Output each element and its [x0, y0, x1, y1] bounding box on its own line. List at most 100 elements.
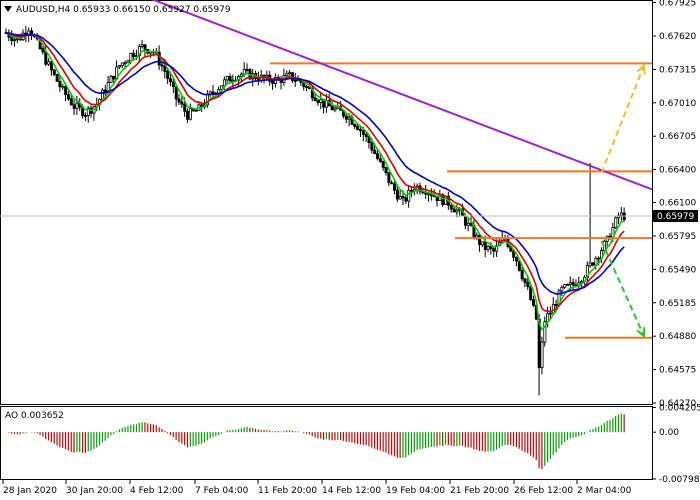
candle	[49, 58, 53, 76]
candle	[330, 101, 334, 111]
candle	[120, 62, 124, 69]
candle	[186, 108, 190, 123]
candle	[359, 127, 363, 138]
candle	[228, 73, 232, 82]
candle	[58, 76, 62, 92]
price-tick-label: 0.67620	[659, 32, 696, 42]
price-tick-label: 0.65795	[659, 232, 696, 242]
candle	[180, 95, 184, 109]
price-tick-label: 0.64575	[659, 366, 696, 376]
price-tick-label: 0.64270	[659, 399, 696, 409]
price-tick-label: 0.66400	[659, 166, 696, 176]
candle	[305, 84, 309, 92]
time-tick-label: 7 Feb 04:00	[195, 486, 249, 496]
time-tick-label: 2 Mar 04:00	[577, 486, 632, 496]
symbol-header: AUDUSD,H4 0.65933 0.66150 0.65927 0.6597…	[16, 5, 231, 15]
candle	[532, 295, 536, 308]
candle	[285, 70, 289, 77]
candle	[543, 316, 547, 347]
price-tick-label: 0.67010	[659, 99, 696, 109]
ao-tick-label: -0.007987	[659, 475, 700, 485]
candle	[52, 68, 56, 77]
candle	[344, 114, 348, 124]
candle	[353, 123, 357, 130]
price-tick-label: 0.67925	[659, 0, 696, 9]
candle	[390, 180, 394, 185]
time-tick-label: 4 Feb 12:00	[130, 486, 184, 496]
trendline[interactable]	[148, 0, 653, 191]
candle	[466, 218, 470, 232]
candle	[188, 103, 192, 121]
candle	[591, 261, 595, 267]
candle	[387, 172, 391, 187]
forecast-up-arrow	[600, 63, 646, 174]
time-tick-label: 30 Jan 20:00	[66, 486, 123, 496]
price-tick-label: 0.67315	[659, 65, 696, 75]
candle	[512, 248, 516, 262]
candle	[66, 91, 70, 101]
candle	[560, 285, 564, 296]
time-tick-label: 11 Feb 20:00	[258, 486, 317, 496]
candle	[549, 306, 553, 320]
candle	[245, 63, 249, 73]
candle	[486, 244, 490, 253]
ao-tick-label: 0.00	[659, 428, 679, 438]
candle	[41, 45, 45, 55]
candle	[316, 98, 320, 106]
candle	[520, 265, 524, 282]
candle	[101, 88, 105, 100]
candle	[47, 58, 51, 67]
ao-subwindow-frame[interactable]	[0, 406, 653, 480]
candle	[571, 278, 575, 291]
candle	[322, 99, 326, 114]
candle	[118, 65, 122, 70]
time-tick-label: 21 Feb 20:00	[450, 486, 509, 496]
candle	[588, 163, 592, 268]
candle	[393, 180, 397, 195]
candle	[220, 85, 224, 90]
candle	[166, 67, 170, 85]
candle	[515, 256, 519, 267]
candle	[523, 278, 527, 288]
candle	[313, 93, 317, 102]
candle	[563, 283, 567, 289]
candle	[319, 92, 323, 110]
current-price-box	[653, 210, 698, 222]
time-tick-label: 19 Feb 04:00	[386, 486, 445, 496]
candle	[293, 72, 297, 87]
candle	[132, 49, 136, 60]
candle	[381, 160, 385, 171]
candle	[75, 96, 79, 115]
price-tick-label: 0.66100	[659, 199, 696, 209]
candle	[225, 75, 229, 83]
candle	[407, 184, 411, 208]
price-tick-label: 0.65185	[659, 299, 696, 309]
candle	[15, 38, 19, 44]
candle	[378, 153, 382, 163]
candle	[449, 203, 453, 213]
candle	[112, 75, 116, 84]
candle	[492, 246, 496, 258]
candle	[364, 131, 368, 143]
candle	[55, 73, 59, 82]
candle	[163, 58, 167, 79]
price-tick-label: 0.65490	[659, 265, 696, 275]
ao-tick-label: 0.004205	[659, 404, 700, 414]
price-series-layer	[0, 0, 653, 396]
candle	[356, 124, 360, 131]
price-tick-label: 0.64880	[659, 332, 696, 342]
collapse-triangle-icon[interactable]	[4, 6, 12, 12]
candle	[177, 94, 181, 105]
candle	[614, 216, 618, 229]
candle	[384, 166, 388, 176]
candle	[109, 74, 113, 83]
time-tick-label: 26 Feb 12:00	[514, 486, 573, 496]
candle	[211, 85, 215, 98]
time-tick-label: 14 Feb 12:00	[322, 486, 381, 496]
candle	[398, 190, 402, 200]
candle	[480, 241, 484, 248]
forecast-down-arrow	[600, 240, 646, 339]
main-chart-frame[interactable]	[0, 0, 653, 405]
